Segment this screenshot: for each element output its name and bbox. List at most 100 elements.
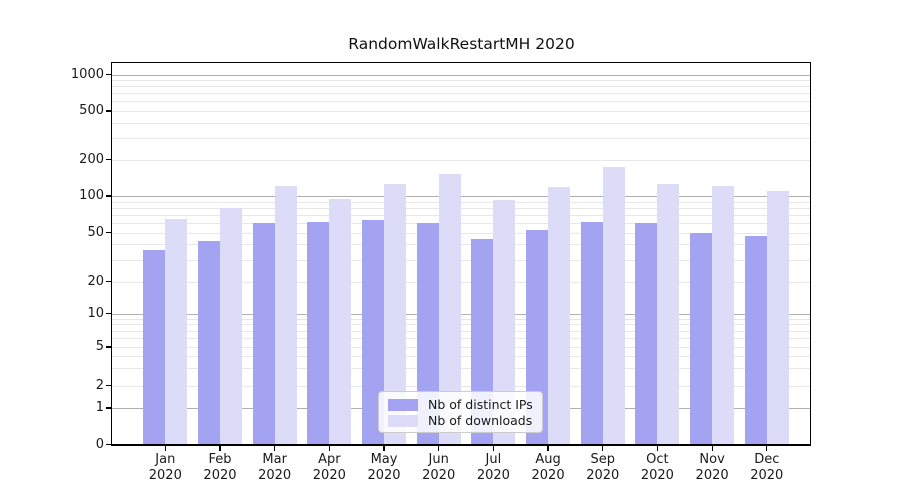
minor-gridline bbox=[112, 385, 811, 387]
major-gridline bbox=[112, 313, 811, 315]
bar-distinct-ips-apr-2020 bbox=[307, 222, 330, 445]
legend-item-distinct-ips: Nb of distinct IPs bbox=[388, 397, 533, 412]
legend-item-downloads: Nb of downloads bbox=[388, 413, 533, 428]
x-tick-label: Sep 2020 bbox=[586, 452, 620, 483]
minor-gridline bbox=[112, 201, 811, 203]
minor-gridline bbox=[112, 122, 811, 124]
x-tick-mark bbox=[274, 445, 276, 451]
minor-gridline bbox=[112, 80, 811, 82]
x-tick-mark bbox=[219, 445, 221, 451]
bar-downloads-jul-2020 bbox=[493, 199, 516, 445]
bar-downloads-mar-2020 bbox=[274, 186, 297, 445]
y-tick-mark bbox=[106, 73, 112, 76]
bar-downloads-oct-2020 bbox=[657, 183, 680, 445]
bar-downloads-nov-2020 bbox=[712, 186, 735, 445]
minor-gridline bbox=[112, 318, 811, 320]
y-tick-label: 100 bbox=[79, 188, 104, 203]
bar-distinct-ips-dec-2020 bbox=[744, 235, 767, 445]
bar-downloads-aug-2020 bbox=[548, 187, 571, 445]
minor-gridline bbox=[112, 86, 811, 88]
minor-gridline bbox=[112, 111, 811, 112]
minor-gridline bbox=[112, 330, 811, 332]
y-tick-mark bbox=[106, 407, 112, 409]
bar-downloads-apr-2020 bbox=[329, 198, 352, 445]
y-tick-mark bbox=[106, 231, 112, 234]
y-tick-mark bbox=[106, 158, 112, 161]
spine-right bbox=[810, 62, 812, 446]
minor-gridline bbox=[112, 159, 811, 161]
y-tick-label: 20 bbox=[87, 273, 104, 289]
bar-downloads-may-2020 bbox=[384, 183, 407, 445]
x-tick-mark bbox=[328, 445, 331, 451]
y-axis-spine-left bbox=[111, 62, 113, 446]
y-tick-label: 50 bbox=[87, 224, 104, 240]
bar-distinct-ips-oct-2020 bbox=[635, 222, 658, 445]
minor-gridline bbox=[112, 93, 811, 95]
y-tick-mark bbox=[106, 195, 112, 197]
y-tick-label: 500 bbox=[79, 103, 104, 118]
x-tick-label: May 2020 bbox=[367, 452, 401, 483]
x-tick-mark bbox=[164, 445, 166, 451]
minor-gridline bbox=[112, 281, 811, 283]
y-tick-mark bbox=[106, 443, 112, 446]
x-tick-label: Nov 2020 bbox=[695, 452, 729, 483]
minor-gridline bbox=[112, 101, 811, 103]
x-tick-label: Jan 2020 bbox=[148, 452, 182, 483]
bar-downloads-jun-2020 bbox=[438, 174, 461, 445]
x-tick-mark bbox=[656, 445, 659, 451]
x-tick-mark bbox=[383, 445, 385, 451]
x-tick-label: Feb 2020 bbox=[203, 452, 237, 483]
bar-downloads-jan-2020 bbox=[165, 218, 188, 445]
y-tick-mark bbox=[106, 110, 112, 112]
y-tick-label: 1000 bbox=[70, 66, 104, 82]
bar-downloads-dec-2020 bbox=[766, 190, 789, 445]
bar-distinct-ips-may-2020 bbox=[362, 220, 385, 445]
minor-gridline bbox=[112, 368, 811, 370]
x-tick-label: Jul 2020 bbox=[476, 452, 510, 483]
minor-gridline bbox=[112, 232, 811, 234]
bar-downloads-sep-2020 bbox=[602, 167, 625, 445]
minor-gridline bbox=[112, 347, 811, 348]
minor-gridline bbox=[112, 356, 811, 358]
minor-gridline bbox=[112, 138, 811, 140]
y-tick-label: 200 bbox=[79, 151, 104, 167]
x-tick-mark bbox=[602, 445, 604, 451]
minor-gridline bbox=[112, 259, 811, 261]
minor-gridline bbox=[112, 338, 811, 340]
minor-gridline bbox=[112, 207, 811, 209]
bar-downloads-feb-2020 bbox=[219, 207, 242, 445]
x-tick-label: Oct 2020 bbox=[640, 452, 674, 483]
major-gridline bbox=[112, 196, 811, 197]
y-tick-mark bbox=[106, 346, 112, 348]
legend-label-distinct-ips: Nb of distinct IPs bbox=[428, 397, 533, 412]
spine-top bbox=[111, 62, 811, 64]
bar-distinct-ips-feb-2020 bbox=[197, 240, 220, 445]
bar-distinct-ips-jun-2020 bbox=[416, 222, 439, 445]
x-tick-label: Apr 2020 bbox=[312, 452, 346, 483]
y-tick-label: 5 bbox=[95, 339, 104, 354]
y-tick-mark bbox=[106, 312, 112, 315]
x-tick-mark bbox=[438, 445, 440, 451]
plot-area bbox=[112, 62, 811, 445]
x-tick-label: Jun 2020 bbox=[422, 452, 456, 483]
legend-label-downloads: Nb of downloads bbox=[428, 413, 533, 428]
bar-distinct-ips-nov-2020 bbox=[690, 232, 713, 445]
x-tick-mark bbox=[492, 445, 495, 451]
bar-distinct-ips-mar-2020 bbox=[252, 222, 275, 445]
y-tick-label: 10 bbox=[87, 305, 104, 321]
y-tick-label: 2 bbox=[95, 377, 104, 393]
y-tick-mark bbox=[106, 280, 112, 283]
legend: Nb of distinct IPs Nb of downloads bbox=[378, 391, 543, 433]
x-tick-label: Aug 2020 bbox=[531, 452, 565, 483]
major-gridline bbox=[112, 74, 811, 76]
x-tick-mark bbox=[711, 445, 713, 451]
minor-gridline bbox=[112, 214, 811, 216]
x-tick-label: Dec 2020 bbox=[750, 452, 784, 483]
y-tick-label: 1 bbox=[95, 400, 104, 415]
bar-distinct-ips-jan-2020 bbox=[143, 250, 166, 445]
x-tick-mark bbox=[766, 445, 768, 451]
x-tick-label: Mar 2020 bbox=[258, 452, 292, 483]
y-tick-label: 0 bbox=[95, 436, 104, 452]
minor-gridline bbox=[112, 244, 811, 246]
